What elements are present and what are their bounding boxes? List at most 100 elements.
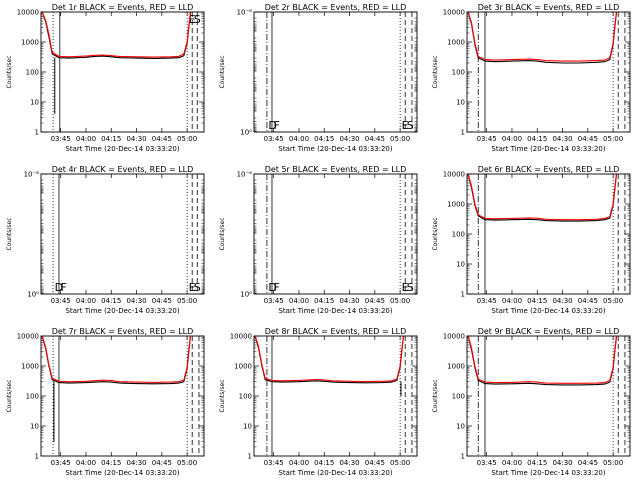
y-tick-label: 10 (30, 99, 39, 107)
panel-title: Det 3r BLACK = Events, RED = LLD (478, 3, 620, 12)
x-tick-label: 04:30 (126, 135, 146, 143)
series-line (467, 335, 618, 384)
series-line (467, 173, 618, 221)
x-tick-label: 04:15 (101, 459, 121, 467)
y-tick-label: 1000 (21, 39, 39, 47)
y-tick-label: 10 (456, 261, 465, 269)
y-axis-label: Counts/sec (6, 55, 13, 88)
plot-frame (466, 335, 631, 457)
panel-det-1: Det 1r BLACK = Events, RED = LLD Counts/s… (6, 3, 205, 153)
x-tick-label: 04:15 (527, 297, 547, 305)
panel-title: Det 5r BLACK = Events, RED = LLD (265, 165, 407, 174)
x-tick-label: 04:30 (126, 459, 146, 467)
y-tick-label: 10⁰ (240, 291, 252, 299)
x-tick-label: 05:00 (390, 135, 410, 143)
x-axis-label: Start Time (20-Dec-14 03:33:20) (278, 145, 392, 153)
x-tick-label: 05:00 (177, 297, 197, 305)
y-tick-label: 10⁻⁶ (24, 171, 40, 179)
x-axis-label: Start Time (20-Dec-14 03:33:20) (491, 469, 605, 477)
plot-frame (40, 335, 205, 457)
y-axis-label: Counts/sec (432, 55, 439, 88)
series-line (41, 11, 192, 59)
x-tick-label: 05:00 (177, 135, 197, 143)
y-tick-label: 10⁰ (27, 291, 39, 299)
series-line (41, 11, 192, 58)
x-tick-label: 05:00 (390, 459, 410, 467)
panel-title: Det 9r BLACK = Events, RED = LLD (478, 327, 620, 336)
x-tick-label: 03:45 (264, 297, 284, 305)
x-tick-label: 04:30 (552, 135, 572, 143)
x-tick-label: 05:00 (603, 135, 623, 143)
series-line (467, 11, 618, 62)
x-tick-label: 04:45 (578, 297, 598, 305)
event-marker-letter: F (60, 281, 66, 294)
x-tick-label: 03:45 (477, 135, 497, 143)
panel-det-8: Det 8r BLACK = Events, RED = LLD Counts/s… (219, 327, 418, 477)
panel-title: Det 7r BLACK = Events, RED = LLD (52, 327, 194, 336)
plot-frame (40, 11, 205, 133)
panel-title: Det 8r BLACK = Events, RED = LLD (265, 327, 407, 336)
panel-det-6: Det 6r BLACK = Events, RED = LLD Counts/s… (432, 165, 631, 315)
x-axis-label: Start Time (20-Dec-14 03:33:20) (491, 145, 605, 153)
x-tick-label: 04:00 (76, 459, 96, 467)
y-tick-label: 10 (456, 99, 465, 107)
x-tick-label: 04:30 (552, 297, 572, 305)
x-tick-label: 04:00 (502, 135, 522, 143)
y-tick-label: 10⁰ (240, 129, 252, 137)
y-tick-label: 100 (452, 231, 465, 239)
x-axis-label: Start Time (20-Dec-14 03:33:20) (65, 145, 179, 153)
panel-title: Det 4r BLACK = Events, RED = LLD (52, 165, 194, 174)
x-tick-label: 04:00 (502, 297, 522, 305)
y-tick-label: 1 (248, 453, 252, 461)
panel-det-2: Det 2r BLACK = Events, RED = LLD Counts/s… (219, 3, 418, 153)
y-tick-label: 10 (456, 423, 465, 431)
y-tick-label: 100 (452, 69, 465, 77)
y-tick-label: 100 (452, 393, 465, 401)
y-axis-label: Counts/sec (6, 379, 13, 412)
y-axis-label: Counts/sec (219, 379, 226, 412)
y-tick-label: 1000 (447, 201, 465, 209)
y-tick-label: 10⁻⁶ (237, 171, 253, 179)
x-tick-label: 04:45 (365, 459, 385, 467)
y-axis-label: Counts/sec (219, 55, 226, 88)
y-tick-label: 10 (30, 423, 39, 431)
x-tick-label: 04:45 (578, 135, 598, 143)
panel-title: Det 1r BLACK = Events, RED = LLD (52, 3, 194, 12)
x-tick-label: 05:00 (177, 459, 197, 467)
x-tick-label: 03:45 (477, 459, 497, 467)
y-axis-label: Counts/sec (432, 217, 439, 250)
x-tick-label: 04:15 (101, 297, 121, 305)
plot-frame (40, 173, 205, 295)
event-marker-letter: S (194, 13, 201, 26)
x-tick-label: 05:00 (603, 459, 623, 467)
y-tick-label: 100 (26, 69, 39, 77)
x-axis-label: Start Time (20-Dec-14 03:33:20) (65, 469, 179, 477)
x-tick-label: 04:30 (339, 135, 359, 143)
event-marker-letter: D (268, 119, 276, 132)
x-tick-label: 04:00 (289, 135, 309, 143)
x-tick-label: 04:45 (578, 459, 598, 467)
event-marker-letter: F (273, 281, 279, 294)
x-tick-label: 03:45 (264, 459, 284, 467)
event-marker-letter: S (407, 119, 414, 132)
x-tick-label: 04:45 (365, 135, 385, 143)
y-tick-label: 10 (243, 423, 252, 431)
plot-frame (466, 173, 631, 295)
plot-frame (253, 173, 418, 295)
x-tick-label: 04:15 (101, 135, 121, 143)
y-tick-label: 1 (461, 129, 465, 137)
x-tick-label: 04:30 (552, 459, 572, 467)
event-marker-letter: D (268, 281, 276, 294)
event-marker-letter: F (273, 119, 279, 132)
x-tick-label: 03:45 (51, 459, 71, 467)
x-tick-label: 04:30 (339, 459, 359, 467)
x-tick-label: 03:45 (477, 297, 497, 305)
panel-det-4: Det 4r BLACK = Events, RED = LLD Counts/s… (6, 165, 205, 315)
y-tick-label: 1000 (21, 363, 39, 371)
y-axis-label: Counts/sec (219, 217, 226, 250)
x-tick-label: 04:00 (76, 135, 96, 143)
x-tick-label: 04:00 (289, 459, 309, 467)
y-tick-label: 10000 (443, 333, 465, 341)
x-axis-label: Start Time (20-Dec-14 03:33:20) (491, 307, 605, 315)
